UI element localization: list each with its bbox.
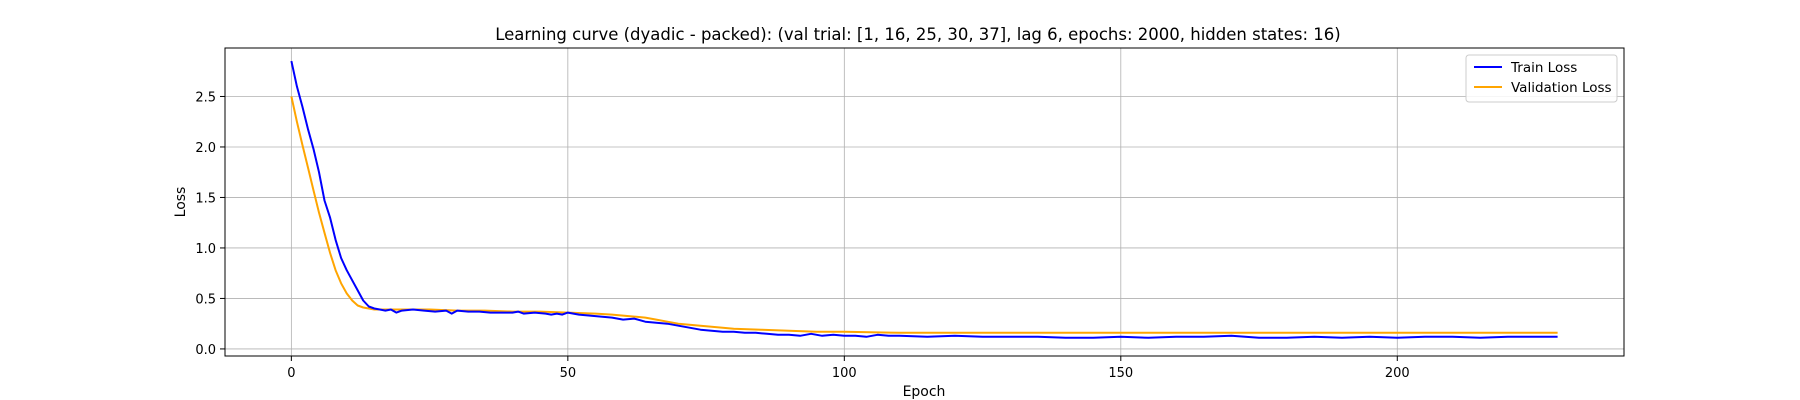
y-tick-label: 2.0 bbox=[195, 141, 216, 156]
y-tick-label: 2.5 bbox=[195, 90, 216, 105]
series-lines bbox=[290, 60, 1558, 339]
y-tick-label: 0.5 bbox=[195, 292, 216, 307]
legend-label-validation-loss: Validation Loss bbox=[1511, 80, 1612, 96]
x-axis-ticks: 0 50 100 150 200 bbox=[287, 356, 1410, 381]
legend-box bbox=[1465, 54, 1618, 103]
chart-title: Learning curve (dyadic - packed): (val t… bbox=[495, 25, 1341, 44]
legend-label-train-loss: Train Loss bbox=[1510, 60, 1577, 76]
x-tick-label: 0 bbox=[287, 366, 295, 381]
y-axis-ticks: 0.0 0.5 1.0 1.5 2.0 2.5 bbox=[195, 90, 225, 358]
validation-loss-line bbox=[290, 96, 1558, 334]
x-tick-label: 50 bbox=[560, 366, 577, 381]
legend: Train Loss Validation Loss bbox=[1465, 54, 1618, 103]
train-loss-line bbox=[290, 60, 1558, 339]
y-tick-label: 0.0 bbox=[195, 343, 216, 358]
y-axis-label: Loss bbox=[173, 187, 189, 218]
x-tick-label: 150 bbox=[1108, 366, 1133, 381]
x-tick-label: 200 bbox=[1385, 366, 1410, 381]
y-tick-label: 1.5 bbox=[195, 191, 216, 206]
y-tick-label: 1.0 bbox=[195, 242, 216, 257]
x-axis-label: Epoch bbox=[903, 384, 946, 400]
plot-frame bbox=[224, 47, 1625, 357]
grid-lines bbox=[225, 48, 1624, 356]
x-tick-label: 100 bbox=[832, 366, 857, 381]
